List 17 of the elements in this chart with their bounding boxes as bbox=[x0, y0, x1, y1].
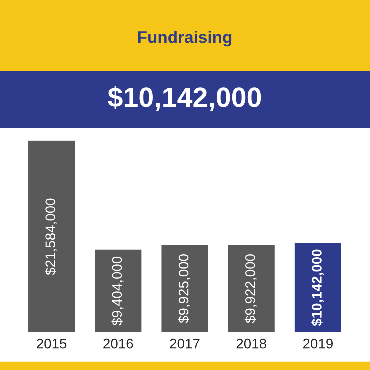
data-label: $10,142,000 bbox=[311, 250, 324, 326]
bar bbox=[94, 248, 144, 333]
bar bbox=[160, 244, 210, 333]
x-tick-label: 2016 bbox=[104, 338, 134, 349]
data-label: $21,584,000 bbox=[45, 198, 58, 276]
x-tick-label: 2017 bbox=[170, 338, 200, 349]
x-tick-label: 2015 bbox=[37, 338, 67, 349]
data-label: $9,925,000 bbox=[178, 254, 190, 324]
x-tick-label: 2019 bbox=[303, 338, 333, 349]
data-label: $9,404,000 bbox=[112, 256, 124, 326]
chart-title: Fundraising bbox=[138, 31, 232, 47]
bar bbox=[27, 140, 76, 333]
bar bbox=[226, 244, 276, 333]
data-label: $9,922,000 bbox=[244, 254, 257, 324]
bar bbox=[294, 242, 343, 333]
chart-subtitle: $10,142,000 bbox=[108, 86, 262, 112]
x-tick-label: 2018 bbox=[236, 338, 266, 349]
